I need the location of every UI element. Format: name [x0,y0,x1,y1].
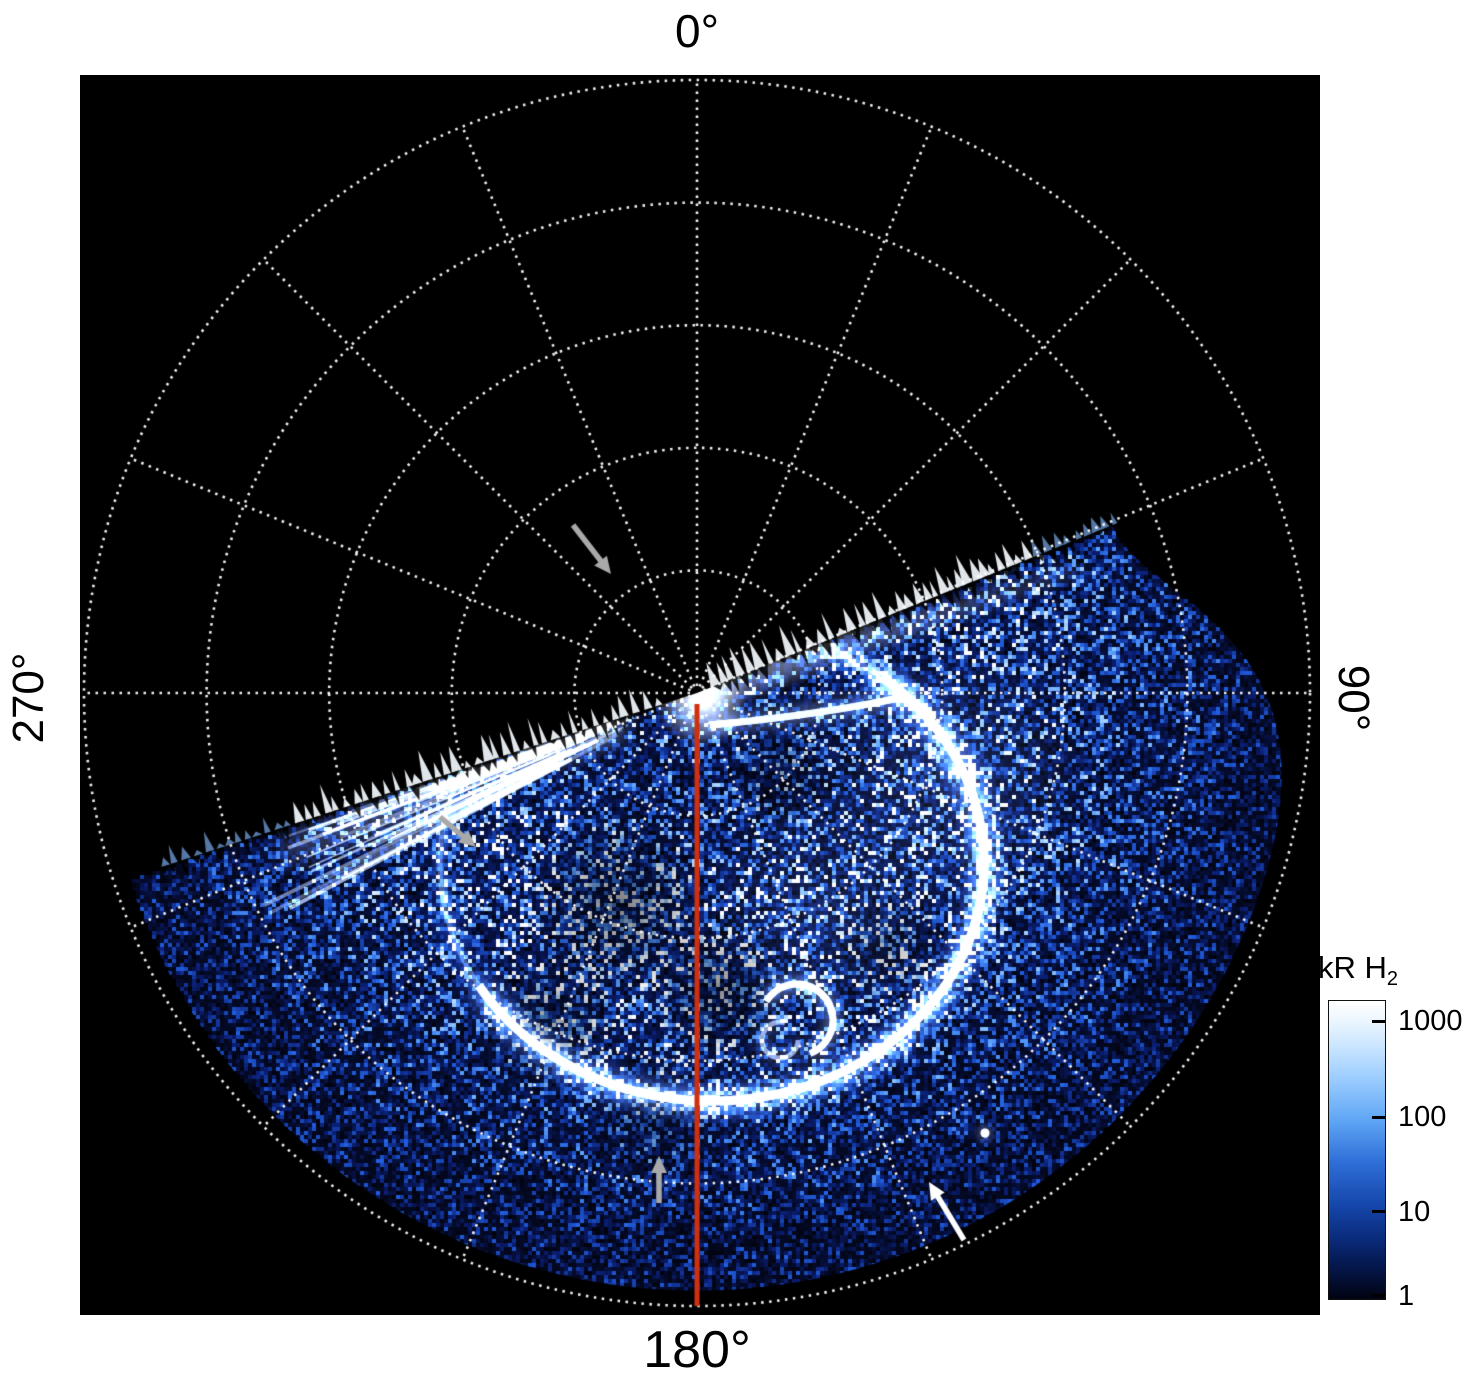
polar-plot [80,75,1320,1315]
angle-label-90: 90° [1329,664,1378,732]
angle-label-0: 0° [675,5,719,57]
aurora-image-canvas [80,75,1320,1315]
colorbar-tick-mark [1372,1294,1385,1297]
colorbar-title-text: kR H [1318,950,1387,985]
colorbar-gradient [1328,1000,1386,1300]
colorbar-tick-label: 1 [1398,1279,1415,1312]
colorbar-tick-mark [1372,1019,1385,1023]
colorbar-title: kR H2 [1318,950,1398,991]
colorbar: kR H2 1000 100 10 1 [1318,950,1481,1345]
angle-label-270: 270° [4,652,53,744]
colorbar-title-subscript: 2 [1386,968,1399,991]
colorbar-tick-label: 100 [1398,1101,1447,1133]
angle-label-180: 180° [643,1321,751,1379]
colorbar-tick-mark [1372,1115,1385,1119]
colorbar-tick-label: 10 [1398,1195,1431,1228]
colorbar-tick-label: 1000 [1398,1005,1463,1037]
colorbar-tick-mark [1372,1210,1385,1213]
